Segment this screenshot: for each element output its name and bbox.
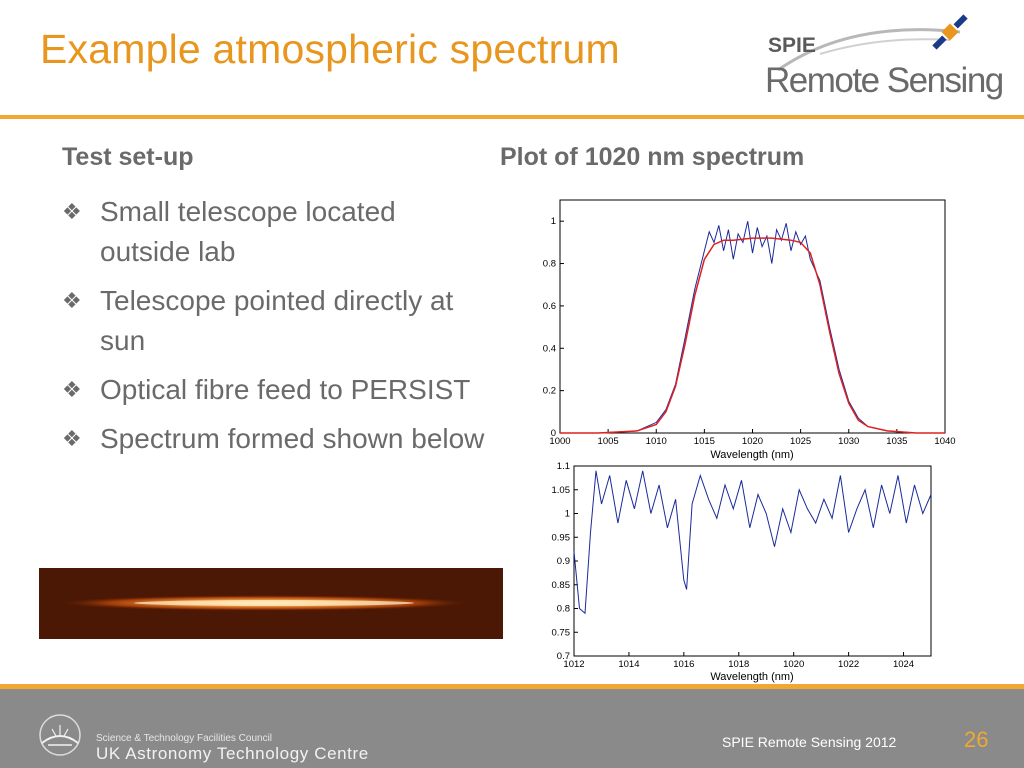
bullet-item: ❖ Telescope pointed directly at sun xyxy=(62,281,492,361)
y-tick-label: 0.8 xyxy=(557,604,570,615)
bullet-item: ❖ Optical fibre feed to PERSIST xyxy=(62,370,492,410)
data-series-line xyxy=(573,470,932,615)
data-series-line xyxy=(560,221,945,434)
x-tick-label: 1014 xyxy=(618,659,639,670)
y-tick-label: 0.2 xyxy=(543,386,556,397)
fit-series-line xyxy=(560,237,945,434)
x-tick-label: 1040 xyxy=(934,436,955,447)
spectrum-plot-full: 0 0.2 0.4 0.6 0.8 1 1000 1005 1010 1015 1020 1025 1… xyxy=(543,199,956,461)
org-council-name: Science & Technology Facilities Council xyxy=(96,733,273,744)
event-name: SPIE Remote Sensing 2012 xyxy=(722,734,897,750)
y-tick-label: 0.6 xyxy=(543,301,556,312)
spie-remote-sensing-logo: SPIE Remote Sensing xyxy=(765,14,1004,100)
y-tick-label: 1 xyxy=(551,216,556,227)
y-tick-label: 0.95 xyxy=(552,532,571,543)
x-tick-label: 1020 xyxy=(783,659,804,670)
x-tick-label: 1024 xyxy=(893,659,914,670)
y-tick-label: 1 xyxy=(565,509,570,520)
x-tick-label: 1018 xyxy=(728,659,749,670)
title-divider xyxy=(0,115,1024,119)
x-axis-label: Wavelength (nm) xyxy=(710,449,793,461)
x-axis-label: Wavelength (nm) xyxy=(710,671,793,683)
y-tick-label: 0.8 xyxy=(543,259,556,270)
diamond-bullet-icon: ❖ xyxy=(62,377,82,402)
org-centre-name: UK Astronomy Technology Centre xyxy=(96,744,369,763)
y-tick-label: 0.7 xyxy=(557,651,570,662)
spectrum-plot-zoom: 0.7 0.75 0.8 0.85 0.9 0.95 1 1.05 1.1 1012 1014 10… xyxy=(552,461,932,683)
logo-bottom-text: Remote Sensing xyxy=(765,61,1003,100)
y-tick-label: 1.05 xyxy=(552,485,571,496)
y-tick-label: 0.85 xyxy=(552,580,571,591)
bullet-text: Telescope pointed directly at sun xyxy=(100,285,454,356)
y-tick-label: 0.75 xyxy=(552,627,571,638)
page-number: 26 xyxy=(964,727,989,752)
x-tick-label: 1025 xyxy=(790,436,811,447)
y-tick-label: 0.9 xyxy=(557,556,570,567)
x-tick-label: 1035 xyxy=(886,436,907,447)
x-tick-label: 1020 xyxy=(742,436,763,447)
spectrum-image xyxy=(39,568,503,639)
plot-frame xyxy=(573,465,932,657)
slide-title: Example atmospheric spectrum xyxy=(40,26,620,72)
stfc-logo-icon xyxy=(39,714,81,756)
bullet-text: Optical fibre feed to PERSIST xyxy=(100,374,471,405)
x-tick-label: 1030 xyxy=(838,436,859,447)
x-tick-label: 1000 xyxy=(549,436,570,447)
x-tick-label: 1015 xyxy=(694,436,715,447)
y-tick-label: 0 xyxy=(551,428,556,439)
setup-heading: Test set-up xyxy=(62,143,194,171)
y-tick-label: 0.4 xyxy=(543,343,556,354)
diamond-bullet-icon: ❖ xyxy=(62,199,82,224)
plot-frame xyxy=(559,199,946,434)
bullet-item: ❖ Spectrum formed shown below xyxy=(62,419,492,459)
footer-bar: Science & Technology Facilities Council … xyxy=(0,684,1024,768)
bullet-text: Spectrum formed shown below xyxy=(100,423,485,454)
setup-bullet-list: ❖ Small telescope located outside lab ❖ Te… xyxy=(62,192,492,468)
x-tick-label: 1016 xyxy=(673,659,694,670)
x-tick-label: 1010 xyxy=(646,436,667,447)
x-tick-label: 1005 xyxy=(598,436,619,447)
bullet-item: ❖ Small telescope located outside lab xyxy=(62,192,492,272)
bullet-text: Small telescope located outside lab xyxy=(100,196,396,267)
x-tick-label: 1012 xyxy=(563,659,584,670)
logo-top-text: SPIE xyxy=(768,34,816,57)
plot-heading: Plot of 1020 nm spectrum xyxy=(500,143,805,171)
diamond-bullet-icon: ❖ xyxy=(62,288,82,313)
logo-arc-inner xyxy=(819,38,951,55)
satellite-icon xyxy=(932,14,968,50)
y-tick-label: 1.1 xyxy=(557,461,570,472)
x-tick-label: 1022 xyxy=(838,659,859,670)
logo-arc xyxy=(777,28,961,72)
diamond-bullet-icon: ❖ xyxy=(62,426,82,451)
